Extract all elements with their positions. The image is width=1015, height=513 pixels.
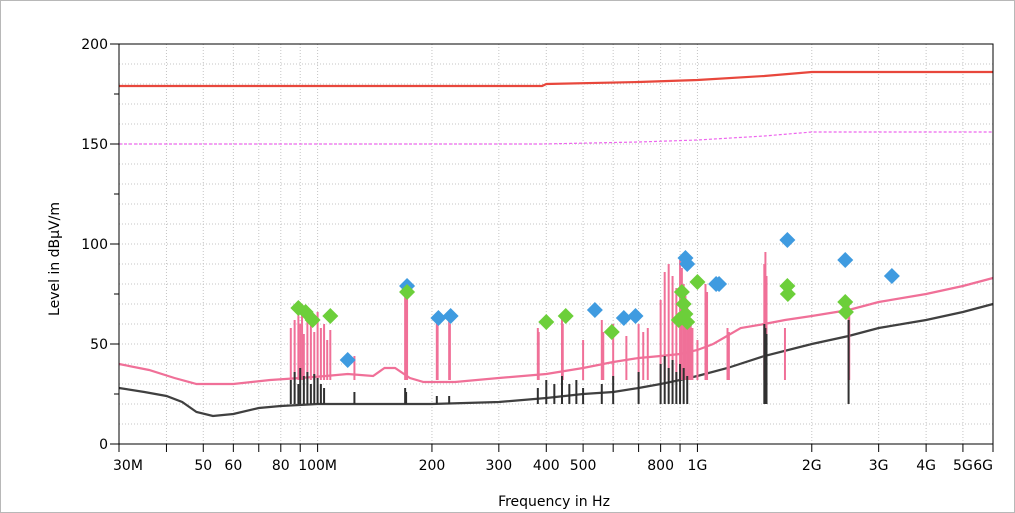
grid [118, 43, 994, 445]
x-tick-label: 6G [973, 458, 993, 474]
plot-border [118, 43, 994, 445]
peak-marker-green [673, 284, 690, 300]
peak-marker-blue [883, 268, 900, 284]
peak-marker-green [603, 324, 620, 340]
peak-marker-green [557, 308, 574, 324]
peak-marker-blue [442, 308, 459, 324]
series-line [119, 131, 993, 145]
x-tick-label: 60 [224, 458, 242, 474]
x-tick-label: 300 [485, 458, 512, 474]
x-tick-label: 1G [688, 458, 708, 474]
y-tick-label: 0 [99, 437, 108, 453]
x-tick-label: 200 [419, 458, 446, 474]
series-layer [118, 70, 994, 418]
peak-marker-blue [586, 302, 603, 318]
peak-marker-blue [339, 352, 356, 368]
x-tick-label: 50 [194, 458, 212, 474]
x-tick-label: 800 [647, 458, 674, 474]
peak-marker-green [689, 274, 706, 290]
x-tick-label: 500 [570, 458, 597, 474]
peak-marker-blue [679, 256, 696, 272]
peak-marker-blue [615, 310, 632, 326]
peak-marker-blue [837, 252, 854, 268]
y-tick-label: 200 [81, 37, 108, 53]
peak-marker-blue [711, 276, 728, 292]
peak-marker-blue [627, 308, 644, 324]
peak-marker-green [837, 294, 854, 310]
spike-layer [289, 252, 851, 404]
y-tick-label: 150 [81, 137, 108, 153]
peak-marker-blue [779, 232, 796, 248]
marker-layer [290, 232, 900, 368]
peak-marker-green [779, 286, 796, 302]
peak-marker-green [675, 296, 692, 312]
axes: 0 50 100 150 200 30M 50 60 80 100M 200 300 400 500 800… [81, 37, 994, 474]
x-tick-label: 400 [533, 458, 560, 474]
y-axis-label: Level in dBµV/m [47, 202, 63, 316]
series-line [118, 302, 994, 418]
peak-marker-green [679, 314, 696, 330]
series-line [118, 276, 994, 386]
x-axis-label: Frequency in Hz [498, 494, 610, 510]
x-tick-label: 100M [298, 458, 337, 474]
x-tick-label: 2G [802, 458, 822, 474]
x-tick-label: 4G [916, 458, 936, 474]
peak-marker-green [322, 308, 339, 324]
peak-marker-green [399, 284, 416, 300]
peak-marker-green [304, 312, 321, 328]
series-line [119, 70, 993, 88]
x-tick-label: 5G [953, 458, 973, 474]
x-tick-label: 30M [113, 458, 143, 474]
y-tick-label: 100 [81, 237, 108, 253]
y-tick-label: 50 [90, 337, 108, 353]
x-tick-label: 3G [869, 458, 889, 474]
x-tick-label: 80 [272, 458, 290, 474]
peak-marker-green [538, 314, 555, 330]
peak-marker-blue [430, 310, 447, 326]
peak-marker-green [837, 304, 854, 320]
